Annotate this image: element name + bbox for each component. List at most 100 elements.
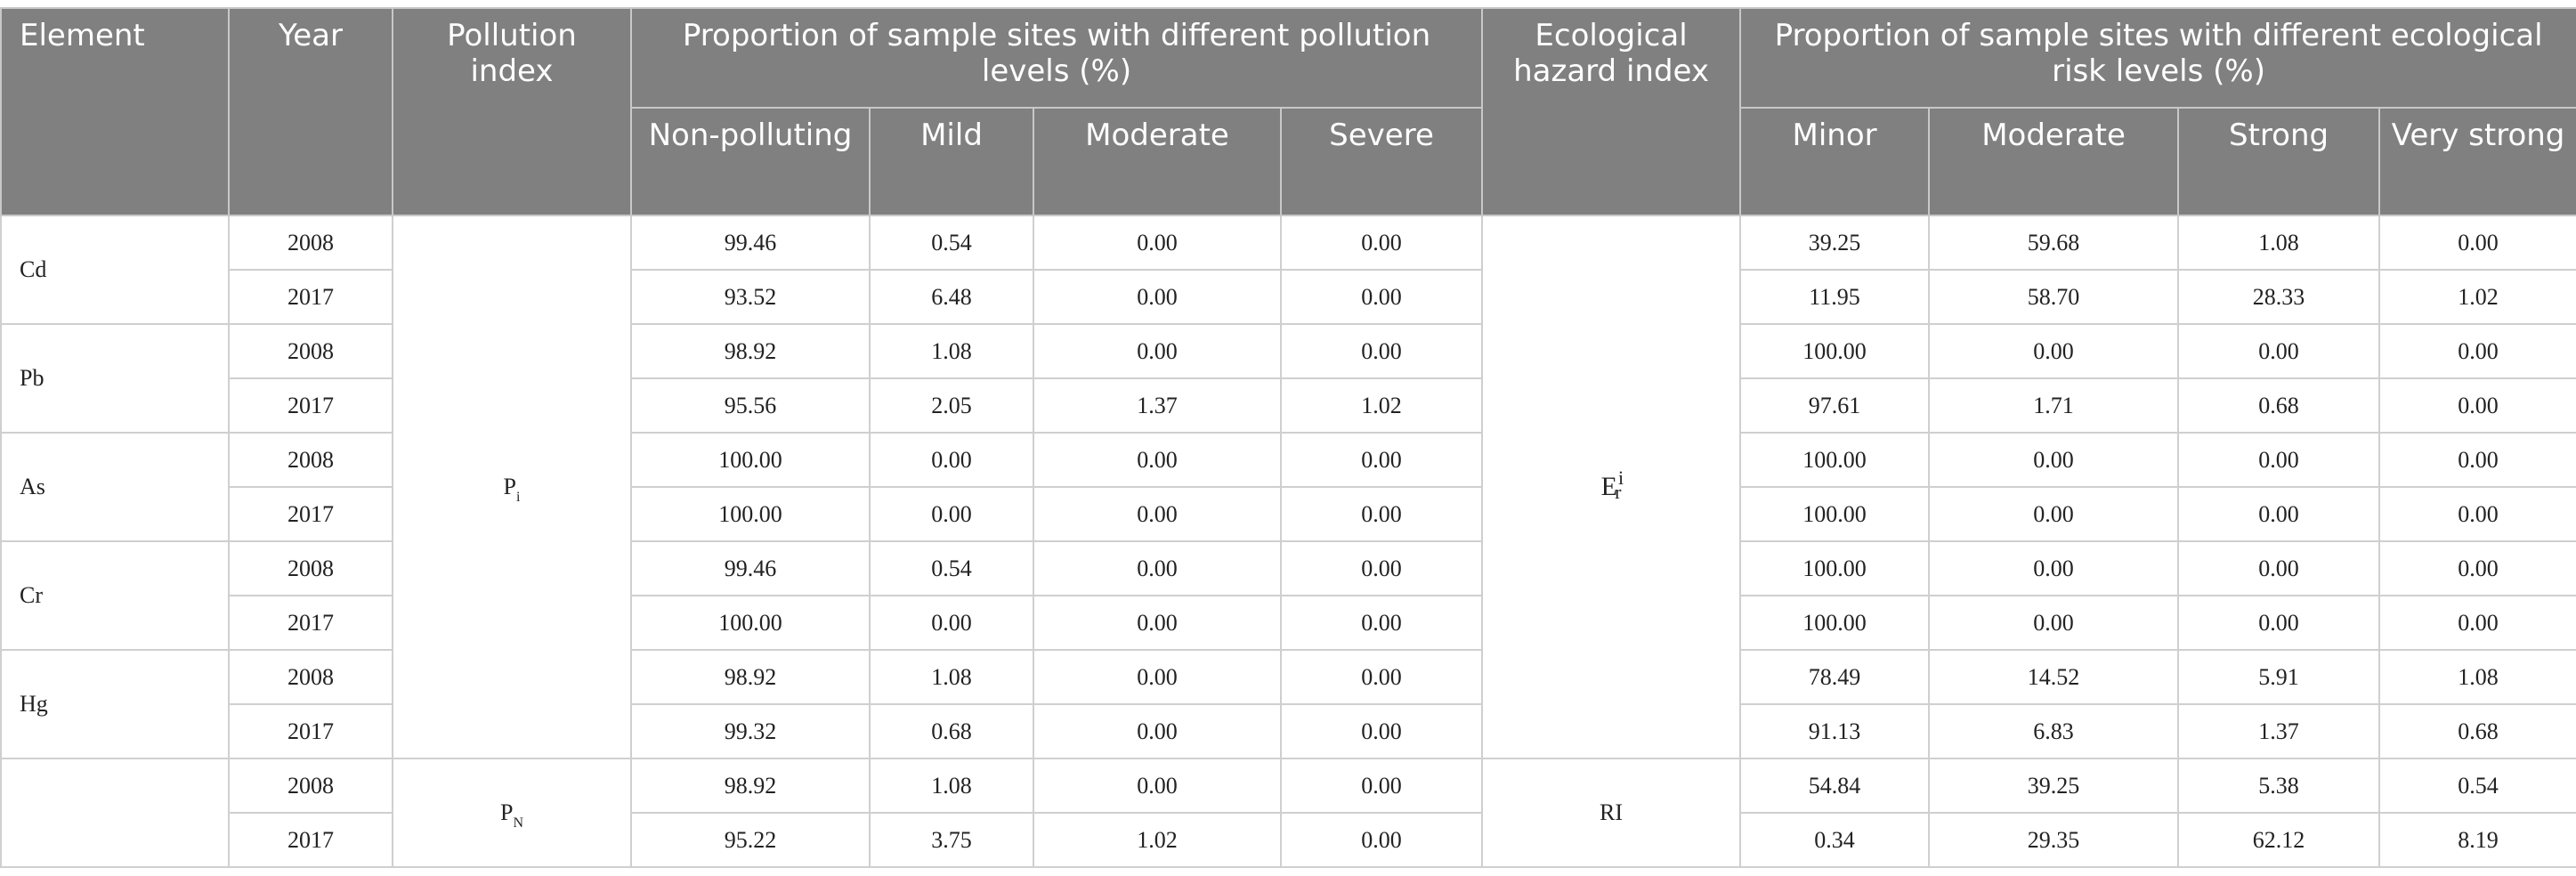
pn-symbol-base: P xyxy=(499,799,514,825)
pn-symbol-sub: N xyxy=(513,815,524,831)
risk-value-cell: 0.00 xyxy=(1928,540,2180,596)
table-row: 2017 95.56 2.05 1.37 1.02 97.61 1.71 0.68 0.00 xyxy=(1,377,2576,434)
pollution-value-cell: 1.08 xyxy=(869,649,1034,705)
risk-value-cell: 1.02 xyxy=(2378,269,2576,325)
pollution-value-cell: 0.00 xyxy=(1279,486,1484,542)
risk-value-cell: 0.00 xyxy=(1928,323,2180,379)
risk-value-cell: 28.33 xyxy=(2177,269,2381,325)
header-minor: Minor xyxy=(1739,107,1931,216)
er-symbol-sub: r xyxy=(1615,481,1622,503)
ecological-hazard-index-ri: RI xyxy=(1481,758,1742,868)
risk-value-cell: 0.00 xyxy=(2378,377,2576,434)
risk-value-cell: 0.00 xyxy=(1928,432,2180,488)
pollution-value-cell: 0.00 xyxy=(1279,215,1484,271)
pollution-value-cell: 0.00 xyxy=(1033,269,1282,325)
pollution-value-cell: 0.00 xyxy=(1279,758,1484,814)
pollution-value-cell: 100.00 xyxy=(630,595,871,651)
table-row: 2017 95.22 3.75 1.02 0.00 0.34 29.35 62.12 8.19 xyxy=(1,812,2576,868)
risk-value-cell: 0.00 xyxy=(1928,486,2180,542)
pollution-value-cell: 0.00 xyxy=(869,486,1034,542)
risk-value-cell: 5.91 xyxy=(2177,649,2381,705)
pollution-value-cell: 1.02 xyxy=(1033,812,1282,868)
risk-value-cell: 100.00 xyxy=(1739,323,1931,379)
risk-value-cell: 29.35 xyxy=(1928,812,2180,868)
header-row-2: Non-polluting Mild Moderate Severe Minor… xyxy=(1,107,2576,216)
header-pollution-index: Pollution index xyxy=(392,7,632,216)
pollution-index-pi: Pi xyxy=(392,215,632,759)
risk-value-cell: 6.83 xyxy=(1928,703,2180,759)
year-cell: 2008 xyxy=(228,649,393,705)
pollution-value-cell: 0.54 xyxy=(869,540,1034,596)
element-cell xyxy=(0,758,230,868)
header-moderate-risk: Moderate xyxy=(1928,107,2180,216)
risk-value-cell: 14.52 xyxy=(1928,649,2180,705)
risk-value-cell: 91.13 xyxy=(1739,703,1931,759)
risk-value-cell: 1.37 xyxy=(2177,703,2381,759)
header-non-polluting: Non-polluting xyxy=(630,107,871,216)
risk-value-cell: 39.25 xyxy=(1739,215,1931,271)
year-cell: 2008 xyxy=(228,432,393,488)
risk-value-cell: 11.95 xyxy=(1739,269,1931,325)
year-cell: 2017 xyxy=(228,377,393,434)
pollution-value-cell: 0.00 xyxy=(1033,595,1282,651)
risk-value-cell: 0.34 xyxy=(1739,812,1931,868)
year-cell: 2017 xyxy=(228,486,393,542)
table-row: Hg 2008 98.92 1.08 0.00 0.00 78.49 14.52 5.91 1.0… xyxy=(0,649,2576,759)
table-row: As 2008 100.00 0.00 0.00 0.00 100.00 0.00 0.00 0.… xyxy=(0,432,2576,542)
risk-value-cell: 0.68 xyxy=(2177,377,2381,434)
pollution-value-cell: 0.00 xyxy=(1279,703,1484,759)
pollution-value-cell: 99.46 xyxy=(630,540,871,596)
risk-value-cell: 0.00 xyxy=(2177,595,2381,651)
risk-value-cell: 0.00 xyxy=(2378,215,2576,271)
header-very-strong: Very strong xyxy=(2378,107,2576,216)
element-cell: Pb xyxy=(0,323,230,434)
pollution-value-cell: 0.00 xyxy=(1279,649,1484,705)
risk-value-cell: 54.84 xyxy=(1739,758,1931,814)
header-severe: Severe xyxy=(1279,107,1484,216)
ecological-hazard-index-er: Eir xyxy=(1481,215,1742,759)
header-moderate-pollution: Moderate xyxy=(1033,107,1282,216)
pollution-value-cell: 100.00 xyxy=(630,486,871,542)
risk-value-cell: 0.00 xyxy=(2177,323,2381,379)
pollution-value-cell: 0.00 xyxy=(1279,540,1484,596)
element-cell: Cr xyxy=(0,540,230,651)
pi-symbol-base: P xyxy=(503,474,516,499)
risk-value-cell: 0.00 xyxy=(2378,486,2576,542)
risk-value-cell: 78.49 xyxy=(1739,649,1931,705)
header-ecological-hazard-index: Ecological hazard index xyxy=(1481,7,1742,216)
pollution-value-cell: 1.02 xyxy=(1279,377,1484,434)
year-cell: 2017 xyxy=(228,812,393,868)
header-row-1: Element Year Pollution index Proportion … xyxy=(0,7,2576,216)
pollution-value-cell: 0.00 xyxy=(1279,812,1484,868)
risk-value-cell: 1.08 xyxy=(2378,649,2576,705)
pollution-value-cell: 93.52 xyxy=(630,269,871,325)
risk-value-cell: 100.00 xyxy=(1739,595,1931,651)
pollution-risk-table: Element Year Pollution index Proportion … xyxy=(0,7,2576,868)
pollution-value-cell: 3.75 xyxy=(869,812,1034,868)
pollution-value-cell: 1.08 xyxy=(869,758,1034,814)
pollution-value-cell: 0.00 xyxy=(1279,323,1484,379)
element-cell: As xyxy=(0,432,230,542)
risk-value-cell: 0.00 xyxy=(2177,486,2381,542)
year-cell: 2008 xyxy=(228,215,393,271)
pollution-value-cell: 95.56 xyxy=(630,377,871,434)
element-cell: Cd xyxy=(0,215,230,325)
table-row: 2017 100.00 0.00 0.00 0.00 100.00 0.00 0.00 0.00 xyxy=(1,486,2576,542)
risk-value-cell: 97.61 xyxy=(1739,377,1931,434)
header-pollution-levels-group: Proportion of sample sites with differen… xyxy=(629,7,1484,109)
header-element: Element xyxy=(0,7,230,216)
pollution-value-cell: 2.05 xyxy=(869,377,1034,434)
element-cell: Hg xyxy=(0,649,230,759)
table-row: Cd 2008 Pi 99.46 0.54 0.00 0.00 Eir 39.25 59.68 1.… xyxy=(0,215,2576,759)
pollution-value-cell: 98.92 xyxy=(630,649,871,705)
pollution-value-cell: 0.00 xyxy=(1033,215,1282,271)
pollution-value-cell: 0.54 xyxy=(869,215,1034,271)
pollution-index-pn: PN xyxy=(392,758,632,868)
risk-value-cell: 39.25 xyxy=(1928,758,2180,814)
table-row: 2017 99.32 0.68 0.00 0.00 91.13 6.83 1.37 0.68 xyxy=(1,703,2576,759)
year-cell: 2008 xyxy=(228,758,393,814)
year-cell: 2008 xyxy=(228,323,393,379)
header-year: Year xyxy=(228,7,393,216)
risk-value-cell: 62.12 xyxy=(2177,812,2381,868)
risk-value-cell: 100.00 xyxy=(1739,540,1931,596)
